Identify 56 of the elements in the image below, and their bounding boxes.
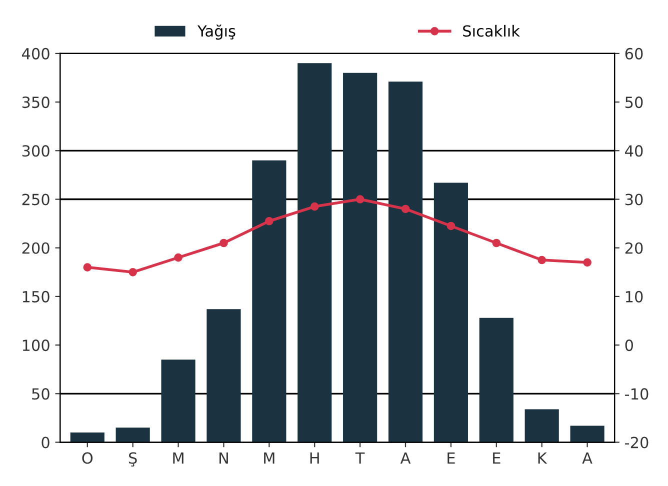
- bar: [479, 318, 514, 442]
- point: [220, 238, 228, 248]
- point: [83, 263, 92, 272]
- point: [265, 216, 274, 226]
- y2-tick-label: 10: [626, 290, 643, 302]
- y-tick-label: 200: [22, 242, 50, 254]
- y2-tick-label: 50: [625, 96, 643, 108]
- y2-tick-label: -10: [625, 388, 648, 400]
- x-tick-label: A: [582, 452, 592, 464]
- y2-tick-label: 0: [625, 340, 633, 352]
- x-tick-label: M: [173, 452, 184, 464]
- bar: [298, 63, 332, 442]
- point: [128, 268, 137, 276]
- bar: [116, 428, 150, 442]
- bar: [524, 409, 559, 442]
- point: [446, 222, 456, 230]
- bar: [570, 426, 604, 442]
- point: [583, 258, 592, 267]
- y2-tick-label: 30: [625, 194, 643, 206]
- x-tick-label: O: [82, 452, 93, 464]
- bar: [70, 432, 104, 442]
- x-tick-label: Ş: [128, 452, 137, 467]
- bar: [252, 160, 286, 442]
- x-tick-label: T: [355, 452, 365, 464]
- x-tick-label: M: [264, 452, 274, 464]
- x-tick-label: N: [220, 452, 228, 464]
- y-tick-label: 100: [22, 340, 50, 352]
- y-tick-label: 0: [42, 436, 50, 448]
- x-tick-label: E: [493, 452, 500, 464]
- x-tick-label: A: [400, 452, 411, 464]
- bar: [343, 72, 378, 442]
- y2-tick-label: -20: [625, 436, 648, 448]
- y-tick-label: 50: [32, 388, 50, 400]
- x-tick-label: E: [448, 452, 455, 464]
- point: [538, 256, 546, 264]
- y2-tick-label: 20: [625, 242, 643, 254]
- y-tick-label: 300: [22, 145, 50, 157]
- y-tick-label: 250: [22, 194, 50, 206]
- y-tick-label: 150: [22, 290, 50, 302]
- point: [492, 238, 501, 248]
- x-tick-label: K: [538, 452, 548, 464]
- y-tick-label: 400: [22, 48, 50, 60]
- bar: [206, 309, 241, 442]
- y2-tick-label: 60: [625, 48, 643, 60]
- x-tick-label: H: [310, 452, 319, 464]
- point: [174, 253, 182, 262]
- point: [401, 204, 410, 214]
- point: [310, 202, 319, 211]
- bar: [434, 182, 468, 442]
- bar: [161, 360, 196, 442]
- point: [356, 195, 364, 204]
- y2-tick-label: 40: [625, 145, 643, 157]
- legend-label: Yağış: [197, 24, 236, 40]
- legend-label: Sıcaklık: [463, 24, 520, 37]
- y-tick-label: 350: [22, 96, 50, 108]
- bar: [388, 82, 423, 442]
